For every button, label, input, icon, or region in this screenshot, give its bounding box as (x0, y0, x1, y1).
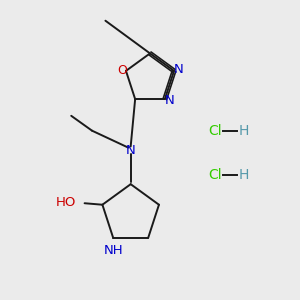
Text: N: N (174, 63, 183, 76)
Text: N: N (165, 94, 175, 107)
Text: N: N (126, 143, 136, 157)
Text: Cl: Cl (208, 168, 222, 182)
Text: H: H (238, 124, 249, 138)
Text: NH: NH (103, 244, 123, 257)
Text: O: O (118, 64, 127, 77)
Text: HO: HO (55, 196, 76, 209)
Text: Cl: Cl (208, 124, 222, 138)
Text: H: H (238, 168, 249, 182)
